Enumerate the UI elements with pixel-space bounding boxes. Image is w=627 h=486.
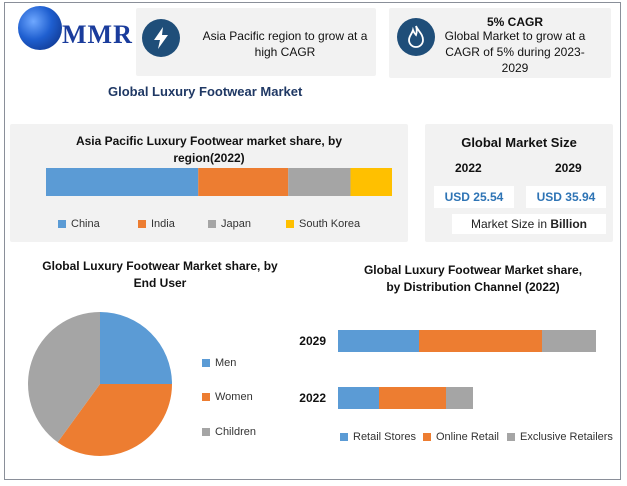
end-user-chart-title: Global Luxury Footwear Market share, by … [42,259,278,290]
legend-swatch-online-retail [423,433,431,441]
region-chart-title: Asia Pacific Luxury Footwear market shar… [75,134,343,165]
market-size-note-unit: Billion [550,217,588,231]
market-size-value-2022: USD 25.54 [434,186,514,208]
distribution-channel-stacked-bars: 2029 2022 [299,330,596,409]
legend-swatch-retail-stores [340,433,348,441]
legend-item-children: Children [202,426,256,438]
legend-label-women: Women [215,391,253,403]
legend-label-retail-stores: Retail Stores [353,431,416,443]
legend-label-online-retail: Online Retail [436,431,499,443]
legend-item-exclusive-retailers: Exclusive Retailers [507,431,613,443]
channel-chart-title: Global Luxury Footwear Market share, by … [363,263,583,294]
bar-online-retail-2029 [419,330,542,352]
market-size-value-2029: USD 35.94 [526,186,606,208]
market-size-note-prefix: Market Size in [470,217,551,231]
legend-swatch-exclusive-retailers [507,433,515,441]
main-title: Global Luxury Footwear Market [108,84,303,99]
bar-exclusive-retailers-2022 [446,387,473,409]
legend-label-china: China [71,218,100,230]
category-label-2029: 2029 [299,334,326,348]
pie-slice-men [100,312,172,384]
legend-swatch-women [202,393,210,401]
legend-item-women: Women [202,391,253,403]
badge-cagr-text: Global Market to grow at a CAGR of 5% du… [444,29,586,75]
end-user-pie-chart [28,312,173,456]
bar-segment-japan [288,168,351,196]
legend-label-children: Children [215,426,256,438]
legend-label-exclusive-retailers: Exclusive Retailers [520,431,613,443]
pie-slice-children [28,312,101,443]
bar-segment-china [46,168,199,196]
legend-swatch-japan [208,220,216,228]
legend-item-japan: Japan [208,218,251,230]
region-share-stacked-bar [46,168,392,196]
globe-logo-icon [18,6,62,50]
bar-segment-india [198,168,289,196]
flame-icon [397,18,435,56]
lightning-icon [142,19,180,57]
legend-item-online-retail: Online Retail [423,431,499,443]
legend-label-japan: Japan [221,218,251,230]
bar-exclusive-retailers-2029 [542,330,596,352]
legend-item-south-korea: South Korea [286,218,360,230]
legend-label-india: India [151,218,175,230]
category-label-2022: 2022 [299,391,326,405]
pie-slice-women [57,384,173,456]
market-size-year-2029: 2029 [555,161,582,175]
legend-item-india: India [138,218,175,230]
legend-swatch-south-korea [286,220,294,228]
legend-swatch-china [58,220,66,228]
market-size-title: Global Market Size [461,135,577,150]
bar-segment-south-korea [350,168,392,196]
legend-item-men: Men [202,357,236,369]
badge-cagr-title: 5% CAGR [486,15,543,29]
market-size-year-2022: 2022 [455,161,482,175]
bar-online-retail-2022 [379,387,446,409]
legend-swatch-men [202,359,210,367]
bar-retail-stores-2029 [338,330,419,352]
legend-label-south-korea: South Korea [299,218,361,230]
badge-growth-region-text: Asia Pacific region to grow at a high CA… [202,29,368,59]
legend-item-retail-stores: Retail Stores [340,431,416,443]
legend-label-men: Men [215,357,237,369]
market-size-note: Market Size in Billion [452,214,606,234]
legend-swatch-children [202,428,210,436]
bar-retail-stores-2022 [338,387,379,409]
legend-item-china: China [58,218,100,230]
brand-logo: MMR [62,20,133,49]
legend-swatch-india [138,220,146,228]
